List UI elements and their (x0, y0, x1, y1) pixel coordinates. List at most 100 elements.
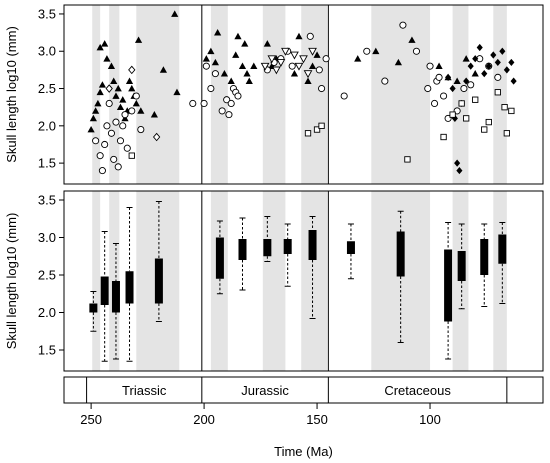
filled-diamond-point (494, 58, 501, 67)
circle-point (223, 96, 231, 104)
triangle-point (471, 70, 479, 77)
box (498, 234, 507, 264)
triangle-down-point (267, 55, 277, 64)
y-tick-label: 2.5 (38, 81, 56, 96)
shaded-interval (210, 5, 228, 184)
y-tick-label: 2.0 (38, 118, 56, 133)
filled-diamond-point (456, 166, 463, 175)
triangle-point (232, 51, 240, 58)
triangle-point (94, 99, 102, 107)
shaded-interval (136, 5, 180, 184)
triangle-point (202, 55, 210, 62)
box (444, 249, 453, 322)
square-point (449, 111, 456, 118)
triangle-point (114, 84, 122, 92)
circle-point (123, 144, 131, 152)
square-point (485, 118, 492, 126)
circle-point (363, 47, 371, 55)
triangle-point (134, 36, 143, 43)
shaded-interval (301, 191, 328, 371)
shaded-interval (92, 191, 101, 371)
triangle-point (241, 40, 249, 47)
triangle-point (234, 32, 242, 40)
square-point (481, 126, 488, 133)
triangle-point (96, 43, 104, 51)
box (100, 276, 109, 305)
circle-point (119, 122, 127, 130)
box (215, 237, 224, 279)
circle-point (399, 21, 407, 29)
filled-diamond-point (485, 62, 492, 70)
box (283, 239, 292, 254)
square-point (304, 130, 312, 137)
circle-point (200, 99, 208, 107)
y-tick-label: 1.5 (38, 156, 56, 171)
y-tick-label: 3.5 (38, 6, 56, 21)
triangle-point (263, 40, 271, 47)
circle-point (288, 62, 296, 70)
triangle-point (295, 32, 303, 40)
y-tick-label: 3.0 (38, 44, 56, 59)
x-tick-label: 250 (80, 412, 102, 427)
y-tick-label: 3.0 (38, 230, 56, 245)
circle-point (202, 62, 210, 70)
square-point (318, 122, 325, 129)
triangle-point (87, 125, 95, 133)
open-diamond-point (105, 84, 113, 93)
filled-diamond-point (445, 73, 452, 81)
time-axis: 250 200 150 100 (80, 403, 441, 427)
x-tick-label: 200 (193, 412, 215, 427)
filled-diamond-point (476, 43, 483, 52)
bottom-panel-y-axis: 1.5 2.0 2.5 3.0 3.5 (38, 193, 64, 358)
square-point (404, 156, 411, 163)
period-label: Cretaceous (384, 383, 451, 398)
filled-diamond-point (503, 66, 510, 74)
triangle-point (132, 99, 140, 107)
shaded-interval (262, 191, 286, 371)
triangle-point (250, 62, 258, 70)
box (154, 258, 163, 304)
triangle-point (408, 36, 416, 43)
filled-diamond-point (508, 58, 515, 67)
period-label: Jurassic (241, 383, 289, 398)
period-bar-frame (63, 376, 544, 404)
triangle-point (89, 114, 97, 122)
triangle-point (119, 96, 127, 103)
circle-point (322, 55, 330, 63)
circle-point (121, 111, 129, 119)
circle-point (494, 73, 502, 81)
circle-point (98, 167, 106, 175)
circle-point (227, 99, 235, 107)
shaded-interval (262, 5, 286, 184)
circle-point (340, 92, 348, 100)
triangle-point (313, 51, 321, 58)
top-panel-period-boundaries (201, 5, 329, 184)
filled-diamond-point (467, 62, 474, 70)
triangle-point (125, 77, 134, 84)
circle-point (234, 92, 242, 100)
filled-diamond-point (454, 159, 461, 167)
triangle-point (354, 55, 362, 62)
triangle-point (171, 10, 179, 17)
bottom-panel-frame (63, 190, 544, 372)
circle-point (218, 107, 226, 115)
triangle-down-point (303, 70, 313, 79)
square-point (501, 104, 508, 111)
circle-point (430, 99, 439, 107)
triangle-down-point (290, 51, 299, 60)
circle-point (207, 84, 215, 93)
shaded-interval (452, 5, 469, 184)
square-point (458, 100, 465, 107)
x-tick-label: 100 (419, 412, 441, 427)
triangle-point (453, 77, 461, 84)
triangle-down-point (299, 55, 308, 64)
circle-point (128, 107, 136, 115)
circle-point (435, 73, 443, 81)
circle-point (92, 137, 100, 145)
circle-point (107, 129, 115, 137)
triangle-point (462, 55, 470, 62)
shaded-interval (92, 5, 101, 184)
y-tick-label: 2.5 (38, 268, 56, 283)
shaded-interval (371, 5, 431, 184)
circle-point (211, 70, 219, 78)
